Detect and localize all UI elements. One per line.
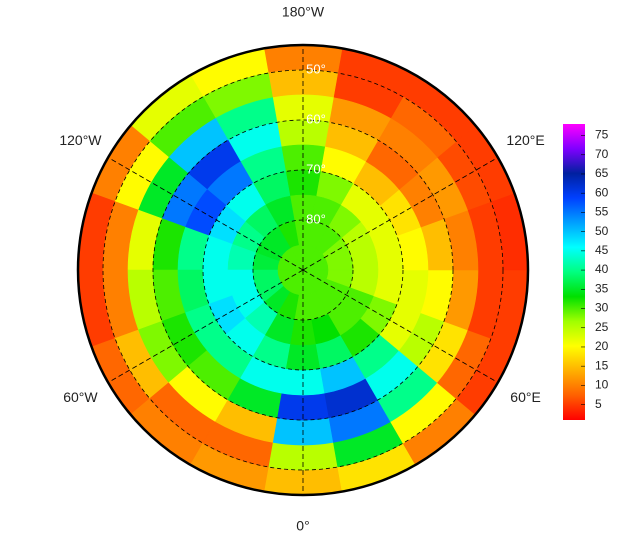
lon-label: 60°E: [510, 389, 541, 405]
colorbar-label: 45: [595, 243, 609, 257]
colorbar-label: 15: [595, 358, 609, 372]
lon-label: 0°: [296, 518, 309, 534]
colorbar-label: 75: [595, 128, 609, 142]
lat-label: 50°: [306, 61, 326, 76]
labels: 50° 60° 70° 80° 180°W 120°E 60°E 0° 60°W 120°W: [59, 4, 544, 534]
meridian: [302, 269, 499, 383]
map-border: [76, 43, 530, 497]
lon-label: 180°W: [282, 4, 325, 20]
grid-cell: [290, 269, 304, 295]
colorbar-label: 25: [595, 320, 609, 334]
colorbar-label: 10: [595, 378, 609, 392]
lat-label: 60°: [306, 111, 326, 126]
colorbar-label: 5: [595, 397, 602, 411]
colorbar-label: 20: [595, 339, 609, 353]
meridian: [107, 269, 304, 383]
colorbar: 5 10 15 20 25 30 35 40 45 50 55 60 65 70 75: [563, 124, 609, 420]
field: [78, 45, 528, 495]
colorbar-label: 65: [595, 166, 609, 180]
lon-label: 120°W: [59, 132, 102, 148]
meridian: [107, 157, 304, 271]
graticule: [102, 45, 504, 495]
lon-label: 120°E: [506, 132, 544, 148]
colorbar-label: 50: [595, 224, 609, 238]
lat-circle: [152, 119, 454, 421]
colorbar-label: 40: [595, 262, 609, 276]
lat-label: 70°: [306, 161, 326, 176]
lon-label: 60°W: [63, 389, 98, 405]
colorbar-label: 60: [595, 185, 609, 199]
colorbar-scale: [563, 124, 585, 420]
colorbar-label: 55: [595, 205, 609, 219]
lat-circle: [102, 69, 504, 471]
meridian: [302, 157, 499, 271]
colorbar-label: 70: [595, 147, 609, 161]
lat-label: 80°: [306, 211, 326, 226]
colorbar-label: 35: [595, 281, 609, 295]
colorbar-label: 30: [595, 301, 609, 315]
